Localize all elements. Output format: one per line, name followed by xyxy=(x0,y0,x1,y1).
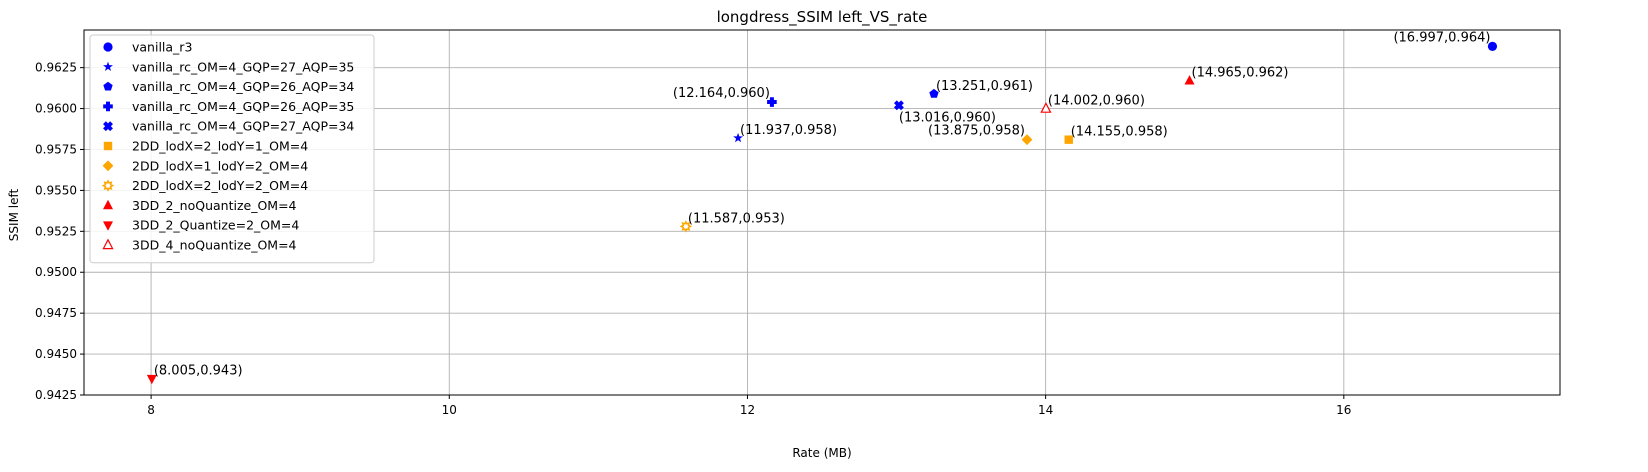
legend-label: 2DD_lodX=2_lodY=2_OM=4 xyxy=(132,178,308,193)
x-tick-label: 8 xyxy=(147,403,155,417)
legend-marker-4-shape xyxy=(103,121,113,132)
y-tick-label: 0.9600 xyxy=(35,102,77,116)
data-points xyxy=(146,41,1498,385)
data-labels: (16.997,0.964) (11.937,0.958) (13.251,0.96… xyxy=(154,30,1491,378)
data-label: (11.587,0.953) xyxy=(688,211,785,226)
legend-label: 2DD_lodX=2_lodY=1_OM=4 xyxy=(132,139,308,154)
legend-marker-2 xyxy=(103,81,113,91)
data-point-2 xyxy=(929,88,939,98)
data-point-9 xyxy=(146,374,157,385)
data-label: (11.937,0.958) xyxy=(740,123,837,138)
legend-label: vanilla_rc_OM=4_GQP=26_AQP=34 xyxy=(132,79,354,94)
x-tick-label: 16 xyxy=(1336,403,1351,417)
data-point-3 xyxy=(767,97,777,107)
data-label: (14.965,0.962) xyxy=(1192,66,1289,81)
y-tick-label: 0.9625 xyxy=(35,61,77,75)
data-point-6 xyxy=(1021,134,1033,146)
data-point-0 xyxy=(1487,41,1498,51)
legend-marker-6 xyxy=(102,160,114,172)
y-tick-label: 0.9575 xyxy=(35,142,77,156)
legend-marker-9 xyxy=(103,221,113,231)
data-point-5 xyxy=(1064,135,1073,144)
y-tick-label: 0.9475 xyxy=(35,306,77,320)
legend-marker-5 xyxy=(103,141,113,151)
legend-box xyxy=(89,34,375,264)
data-label: (14.155,0.958) xyxy=(1071,125,1168,140)
legend-marker-8 xyxy=(103,199,113,210)
y-tick-label: 0.9425 xyxy=(35,388,77,402)
data-point-4 xyxy=(893,100,904,111)
x-tick-label: 12 xyxy=(740,403,755,417)
data-label: (13.875,0.958) xyxy=(928,124,1025,139)
y-tick-label: 0.9525 xyxy=(35,224,77,238)
legend-label: 3DD_4_noQuantize_OM=4 xyxy=(132,238,297,253)
y-tick-label: 0.9550 xyxy=(35,183,77,197)
y-tick-label: 0.9500 xyxy=(35,265,77,279)
data-label: (16.997,0.964) xyxy=(1393,30,1490,45)
data-point-10 xyxy=(1040,102,1052,113)
legend-label: 3DD_2_noQuantize_OM=4 xyxy=(132,198,297,213)
data-label: (12.164,0.960) xyxy=(673,86,770,101)
legend-marker-0 xyxy=(103,42,113,52)
legend-label: 2DD_lodX=1_lodY=2_OM=4 xyxy=(132,158,308,173)
data-label: (13.016,0.960) xyxy=(899,110,996,125)
chart-title: longdress_SSIM left_VS_rate xyxy=(717,8,928,27)
data-point-4-shape xyxy=(893,100,904,111)
legend-marker-1 xyxy=(103,61,113,72)
plot-frame xyxy=(83,29,1561,396)
legend-label: vanilla_rc_OM=4_GQP=26_AQP=35 xyxy=(132,99,354,114)
legend-marker-10 xyxy=(102,238,114,250)
legend-marker-4 xyxy=(103,121,113,132)
x-axis-label: Rate (MB) xyxy=(792,446,851,460)
legend-label: vanilla_r3 xyxy=(132,40,192,55)
y-axis-label: SSIM left xyxy=(7,189,21,242)
legend-label: 3DD_2_Quantize=2_OM=4 xyxy=(132,218,299,233)
x-tick-label: 14 xyxy=(1038,403,1053,417)
data-point-7 xyxy=(679,220,693,233)
data-point-1 xyxy=(733,132,744,143)
legend-marker-7 xyxy=(101,179,115,192)
data-label: (13.251,0.961) xyxy=(936,79,1033,94)
data-label: (8.005,0.943) xyxy=(154,364,243,379)
y-tick-label: 0.9450 xyxy=(35,347,77,361)
x-tick-label: 10 xyxy=(442,403,457,417)
legend-label: vanilla_rc_OM=4_GQP=27_AQP=35 xyxy=(132,59,354,74)
legend-label: vanilla_rc_OM=4_GQP=27_AQP=34 xyxy=(132,119,354,134)
data-label: (14.002,0.960) xyxy=(1048,94,1145,109)
data-point-8 xyxy=(1184,75,1195,85)
axis-ticks: 8 10 12 14 16 0.9425 0.9450 0.9475 0.9500 0.9525 0… xyxy=(35,61,1351,417)
legend-marker-3 xyxy=(103,101,113,112)
legend: vanilla_r3 vanilla_rc_OM=4_GQP=27_AQP=35v… xyxy=(89,34,375,264)
